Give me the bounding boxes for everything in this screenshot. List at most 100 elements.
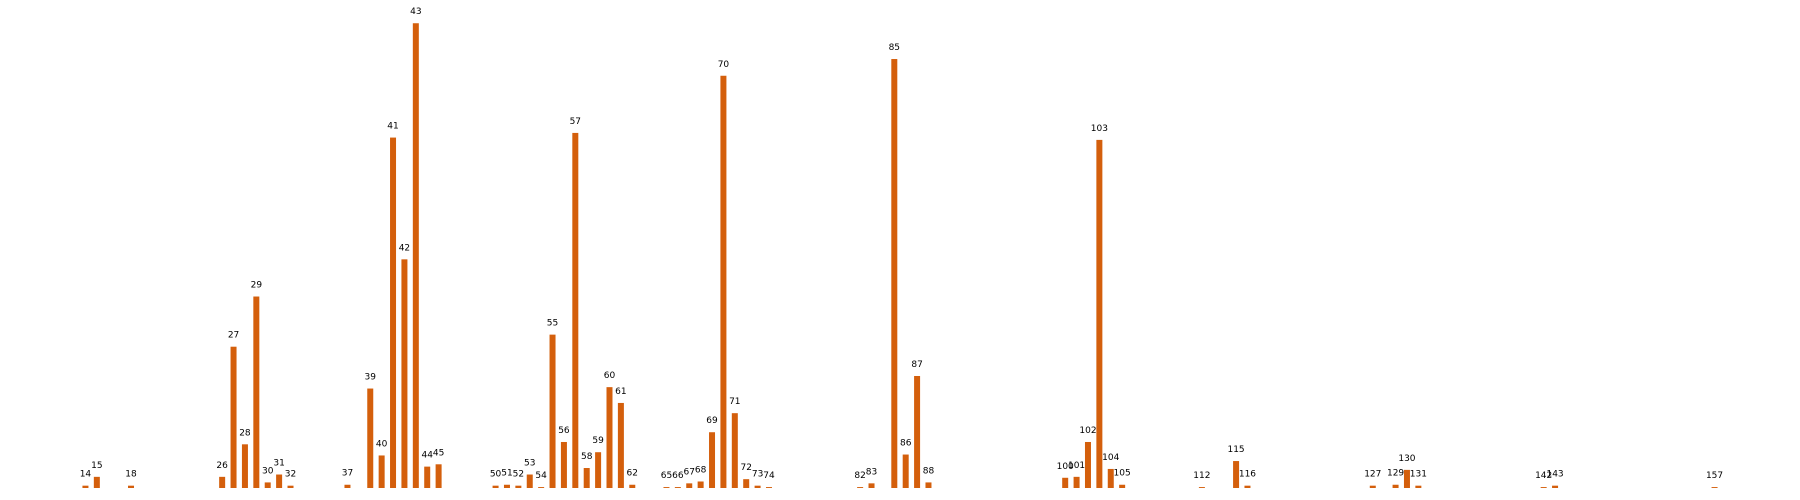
peak-label: 62: [627, 469, 638, 479]
peak-label: 131: [1410, 470, 1427, 480]
peak-label: 74: [763, 471, 775, 481]
peak-label: 59: [592, 436, 604, 446]
peak-label: 143: [1546, 470, 1563, 480]
bar: [868, 483, 875, 488]
peak-label: 40: [376, 439, 388, 449]
bar: [720, 75, 727, 488]
peak-label: 41: [387, 122, 398, 132]
peak-label: 15: [91, 461, 102, 471]
peak-label: 26: [216, 461, 228, 471]
bar: [925, 482, 932, 488]
bar: [367, 388, 374, 488]
peak-label: 67: [684, 467, 695, 477]
bar: [287, 485, 294, 488]
bar: [538, 487, 545, 488]
bar: [1369, 485, 1376, 488]
bar: [424, 466, 431, 488]
peak-label: 14: [80, 470, 92, 480]
bar: [1073, 476, 1080, 488]
peak-label: 30: [262, 466, 274, 476]
bar: [253, 296, 260, 488]
peak-label: 73: [752, 470, 763, 480]
bar: [891, 59, 898, 489]
peak-label: 116: [1239, 470, 1256, 480]
peak-label: 142: [1535, 471, 1552, 481]
bar: [686, 483, 693, 488]
bar: [1062, 477, 1069, 488]
bar: [82, 485, 89, 488]
bar: [560, 441, 567, 488]
peak-label: 100: [1057, 462, 1074, 472]
peak-label: 58: [581, 452, 593, 462]
peak-label: 88: [923, 466, 935, 476]
peak-label: 50: [490, 470, 502, 480]
peak-label: 43: [410, 7, 421, 17]
peak-label: 87: [911, 360, 922, 370]
bar: [663, 487, 670, 488]
bar: [1119, 484, 1126, 488]
peak-label: 56: [558, 426, 570, 436]
peak-label: 72: [740, 463, 751, 473]
peak-label: 42: [399, 243, 410, 253]
bar: [128, 485, 135, 488]
peak-label: 51: [501, 469, 512, 479]
bar: [1233, 461, 1240, 488]
peak-label: 60: [604, 371, 616, 381]
bar: [549, 334, 556, 488]
bar: [412, 23, 419, 488]
peak-label: 57: [570, 117, 581, 127]
peak-label: 83: [866, 467, 877, 477]
peak-label: 65: [661, 471, 672, 481]
bar: [1244, 485, 1251, 488]
peak-label: 104: [1102, 453, 1119, 463]
peak-label: 44: [421, 451, 433, 461]
bar: [674, 487, 681, 488]
peak-label: 54: [535, 471, 547, 481]
peak-label: 37: [342, 469, 353, 479]
peak-label: 31: [273, 459, 284, 469]
bar: [344, 484, 351, 488]
peak-label: 18: [125, 470, 137, 480]
peak-label: 105: [1114, 469, 1131, 479]
bar: [1403, 469, 1410, 488]
bar: [1711, 487, 1718, 488]
bar: [731, 413, 738, 488]
peak-label: 39: [365, 373, 377, 383]
bar: [857, 487, 864, 488]
peak-label: 115: [1227, 445, 1244, 455]
bar: [390, 137, 397, 488]
bar: [1540, 487, 1547, 488]
bar: [503, 484, 510, 488]
bar: [1107, 468, 1114, 488]
peak-label: 101: [1068, 461, 1085, 471]
peak-label: 29: [251, 281, 263, 291]
peak-label: 52: [513, 470, 524, 480]
bar: [743, 479, 750, 488]
peak-label: 69: [706, 416, 718, 426]
bar: [230, 346, 237, 488]
peak-label: 112: [1193, 471, 1210, 481]
bar: [629, 484, 636, 488]
bar: [697, 481, 704, 488]
peak-label: 86: [900, 439, 912, 449]
peak-label: 61: [615, 387, 626, 397]
peak-label: 70: [718, 60, 730, 70]
peak-label: 68: [695, 465, 707, 475]
bar: [595, 452, 602, 488]
bar: [526, 474, 533, 488]
bar: [1084, 441, 1091, 488]
bar: [219, 476, 226, 488]
peak-label: 66: [672, 471, 684, 481]
peak-label: 130: [1398, 454, 1415, 464]
bar: [515, 485, 522, 488]
bar: [435, 464, 442, 488]
bar: [1552, 485, 1559, 488]
bar: [378, 455, 385, 488]
bar: [241, 444, 248, 488]
bar: [1198, 487, 1205, 488]
peak-label: 103: [1091, 124, 1108, 134]
peak-label: 32: [285, 470, 296, 480]
bar: [765, 487, 772, 488]
bar: [1415, 485, 1422, 488]
